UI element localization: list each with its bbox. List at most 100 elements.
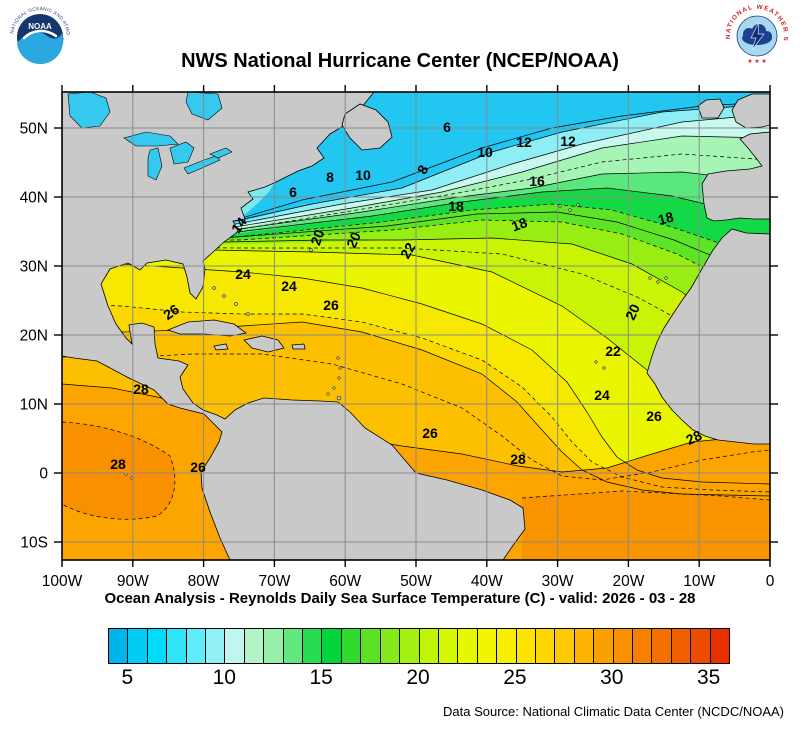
noaa-seagull-icon bbox=[22, 29, 58, 40]
contour-label: 20 bbox=[343, 229, 364, 250]
isotherm-contour bbox=[215, 135, 771, 231]
small-island bbox=[332, 386, 336, 390]
land-mass bbox=[701, 131, 771, 222]
colorbar-segment bbox=[109, 629, 129, 663]
data-source-note: Data Source: National Climatic Data Cent… bbox=[443, 704, 784, 719]
colorbar-segment bbox=[225, 629, 245, 663]
noaa-logo: NATIONAL OCEANIC AND ATMOSPHERIC ADMINIS… bbox=[9, 6, 71, 68]
land-mass bbox=[61, 91, 526, 561]
warm-pool-pacific bbox=[61, 421, 176, 520]
contour-label: 28 bbox=[133, 381, 149, 397]
colorbar-tick-label: 10 bbox=[212, 666, 236, 689]
colorbar-segment bbox=[613, 629, 633, 663]
contour-label: 22 bbox=[397, 240, 419, 262]
lon-tick-label: 90W bbox=[117, 573, 149, 590]
contour-label: 18 bbox=[448, 198, 464, 214]
warm-pool-atlantic bbox=[522, 492, 770, 560]
contour-label: 24 bbox=[594, 387, 610, 403]
lat-tick-label: 20N bbox=[20, 328, 48, 345]
colorbar-segment bbox=[516, 629, 536, 663]
small-island bbox=[338, 366, 342, 370]
colorbar bbox=[108, 628, 730, 664]
lon-tick-label: 10W bbox=[683, 573, 715, 590]
land-mass bbox=[731, 93, 771, 129]
isotherm-contour bbox=[217, 171, 771, 233]
colorbar-segment bbox=[535, 629, 556, 663]
isotherm-contour-dashed bbox=[61, 203, 771, 255]
colorbar-segment bbox=[186, 629, 207, 663]
isotherm-contour bbox=[211, 249, 663, 383]
small-island bbox=[234, 302, 238, 306]
contour-label: 10 bbox=[477, 144, 493, 160]
small-island bbox=[558, 204, 562, 208]
small-island bbox=[648, 276, 652, 280]
colorbar-segment bbox=[594, 629, 614, 663]
contour-label: 24 bbox=[235, 266, 251, 282]
contour-label: 20 bbox=[622, 301, 643, 322]
colorbar-segment bbox=[303, 629, 323, 663]
colorbar-segment bbox=[244, 629, 265, 663]
contour-label: 8 bbox=[326, 169, 334, 185]
small-island bbox=[336, 356, 340, 360]
contour-label: 26 bbox=[323, 297, 339, 313]
contour-label: 10 bbox=[355, 167, 371, 183]
contour-label: 12 bbox=[560, 133, 576, 149]
lat-tick-label: 30N bbox=[20, 259, 48, 276]
lake bbox=[209, 147, 233, 159]
contour-label: 28 bbox=[683, 427, 704, 448]
contour-label: 26 bbox=[422, 425, 438, 441]
colorbar-segment bbox=[710, 629, 729, 663]
lake bbox=[147, 147, 163, 181]
contour-label: 22 bbox=[605, 343, 621, 359]
colorbar-segment bbox=[438, 629, 459, 663]
colorbar-segment bbox=[691, 629, 711, 663]
lon-tick-label: 80W bbox=[188, 573, 220, 590]
isotherm-contour bbox=[121, 263, 771, 485]
lat-tick-label: 50N bbox=[20, 121, 48, 138]
colorbar-segment bbox=[671, 629, 692, 663]
colorbar-segment bbox=[419, 629, 439, 663]
isotherm-contour-dashed bbox=[61, 303, 771, 493]
colorbar-segment bbox=[652, 629, 672, 663]
small-island bbox=[568, 208, 572, 212]
land-mass bbox=[166, 319, 247, 337]
small-island bbox=[602, 366, 606, 370]
lon-tick-label: 70W bbox=[258, 573, 290, 590]
colorbar-tick-label: 30 bbox=[600, 666, 624, 689]
lon-tick-label: 20W bbox=[612, 573, 644, 590]
lon-tick-label: 100W bbox=[42, 573, 83, 590]
isotherm-contour bbox=[211, 103, 771, 227]
colorbar-segment bbox=[283, 629, 304, 663]
contour-label: 18 bbox=[656, 208, 675, 228]
land-mass bbox=[341, 103, 393, 151]
small-island bbox=[212, 286, 216, 290]
lake bbox=[67, 91, 111, 129]
contour-label: 24 bbox=[281, 278, 297, 294]
isotherm-contour bbox=[213, 113, 771, 229]
nws-logo: NATIONAL WEATHER SERVICE ★ ★ ★ bbox=[726, 5, 788, 66]
colorbar-segment bbox=[264, 629, 284, 663]
noaa-acronym: NOAA bbox=[28, 22, 52, 31]
lon-tick-label: 0 bbox=[766, 573, 775, 590]
contour-label: 6 bbox=[289, 184, 297, 200]
colorbar-segment bbox=[341, 629, 362, 663]
lat-tick-label: 0 bbox=[39, 466, 48, 483]
map-subtitle: Ocean Analysis - Reynolds Daily Sea Surf… bbox=[104, 590, 696, 607]
small-island bbox=[222, 294, 226, 298]
colorbar-segment bbox=[361, 629, 381, 663]
small-island bbox=[576, 203, 580, 207]
lat-tick-label: 10N bbox=[20, 397, 48, 414]
colorbar-tick-label: 20 bbox=[406, 666, 430, 689]
lat-tick-label: 40N bbox=[20, 190, 48, 207]
noaa-emblem-wave bbox=[17, 31, 64, 65]
contour-label: 28 bbox=[510, 451, 526, 467]
small-island bbox=[594, 360, 598, 364]
isotherm-contour-dashed bbox=[521, 490, 771, 501]
colorbar-segment bbox=[477, 629, 498, 663]
colorbar-segment bbox=[458, 629, 478, 663]
contour-label: 16 bbox=[529, 173, 545, 189]
small-island bbox=[326, 392, 330, 396]
colorbar-segment bbox=[632, 629, 653, 663]
